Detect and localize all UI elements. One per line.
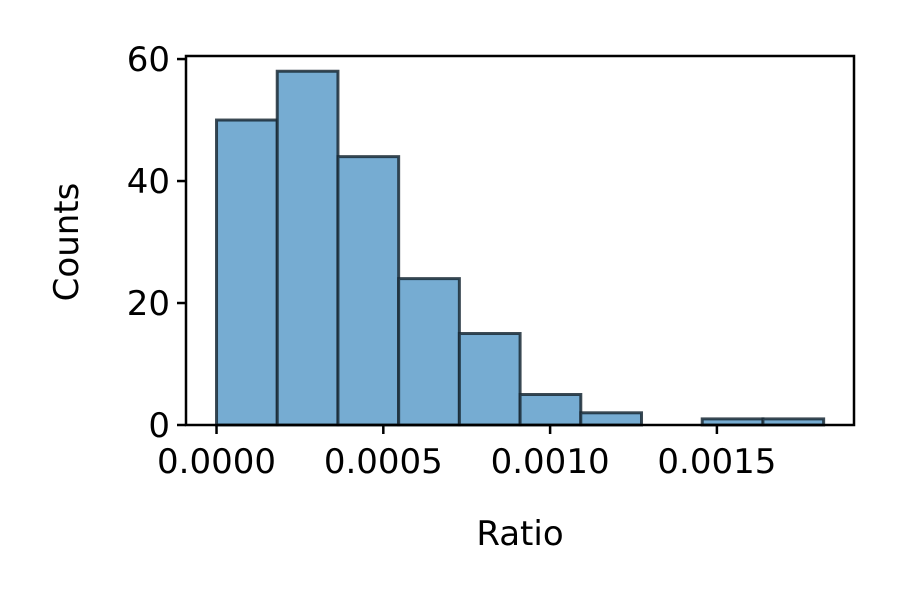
histogram-bar (397, 277, 461, 427)
x-axis-label: Ratio (476, 514, 563, 554)
histogram-bar (336, 155, 401, 427)
bars-group (215, 69, 826, 427)
x-tick-label: 0.0000 (157, 442, 276, 482)
y-tick-label: 40 (127, 162, 170, 202)
plot-frame (184, 54, 856, 427)
y-tick-label: 60 (127, 40, 170, 80)
histogram-bar (215, 118, 279, 427)
y-ticks-group: 0 20 40 60 (127, 40, 186, 446)
x-tick-label: 0.0015 (657, 442, 776, 482)
histogram-bar (518, 393, 583, 427)
y-tick-label: 20 (127, 284, 170, 324)
y-tick-label: 0 (148, 406, 170, 446)
x-tick-label: 0.0010 (491, 442, 610, 482)
histogram-bar (457, 332, 522, 427)
x-ticks-group: 0.0000 0.0005 0.0010 0.0015 (157, 425, 776, 482)
x-tick-label: 0.0005 (324, 442, 443, 482)
histogram-bar (579, 411, 644, 427)
y-axis-label: Counts (47, 183, 87, 302)
histogram-bar (275, 69, 340, 427)
